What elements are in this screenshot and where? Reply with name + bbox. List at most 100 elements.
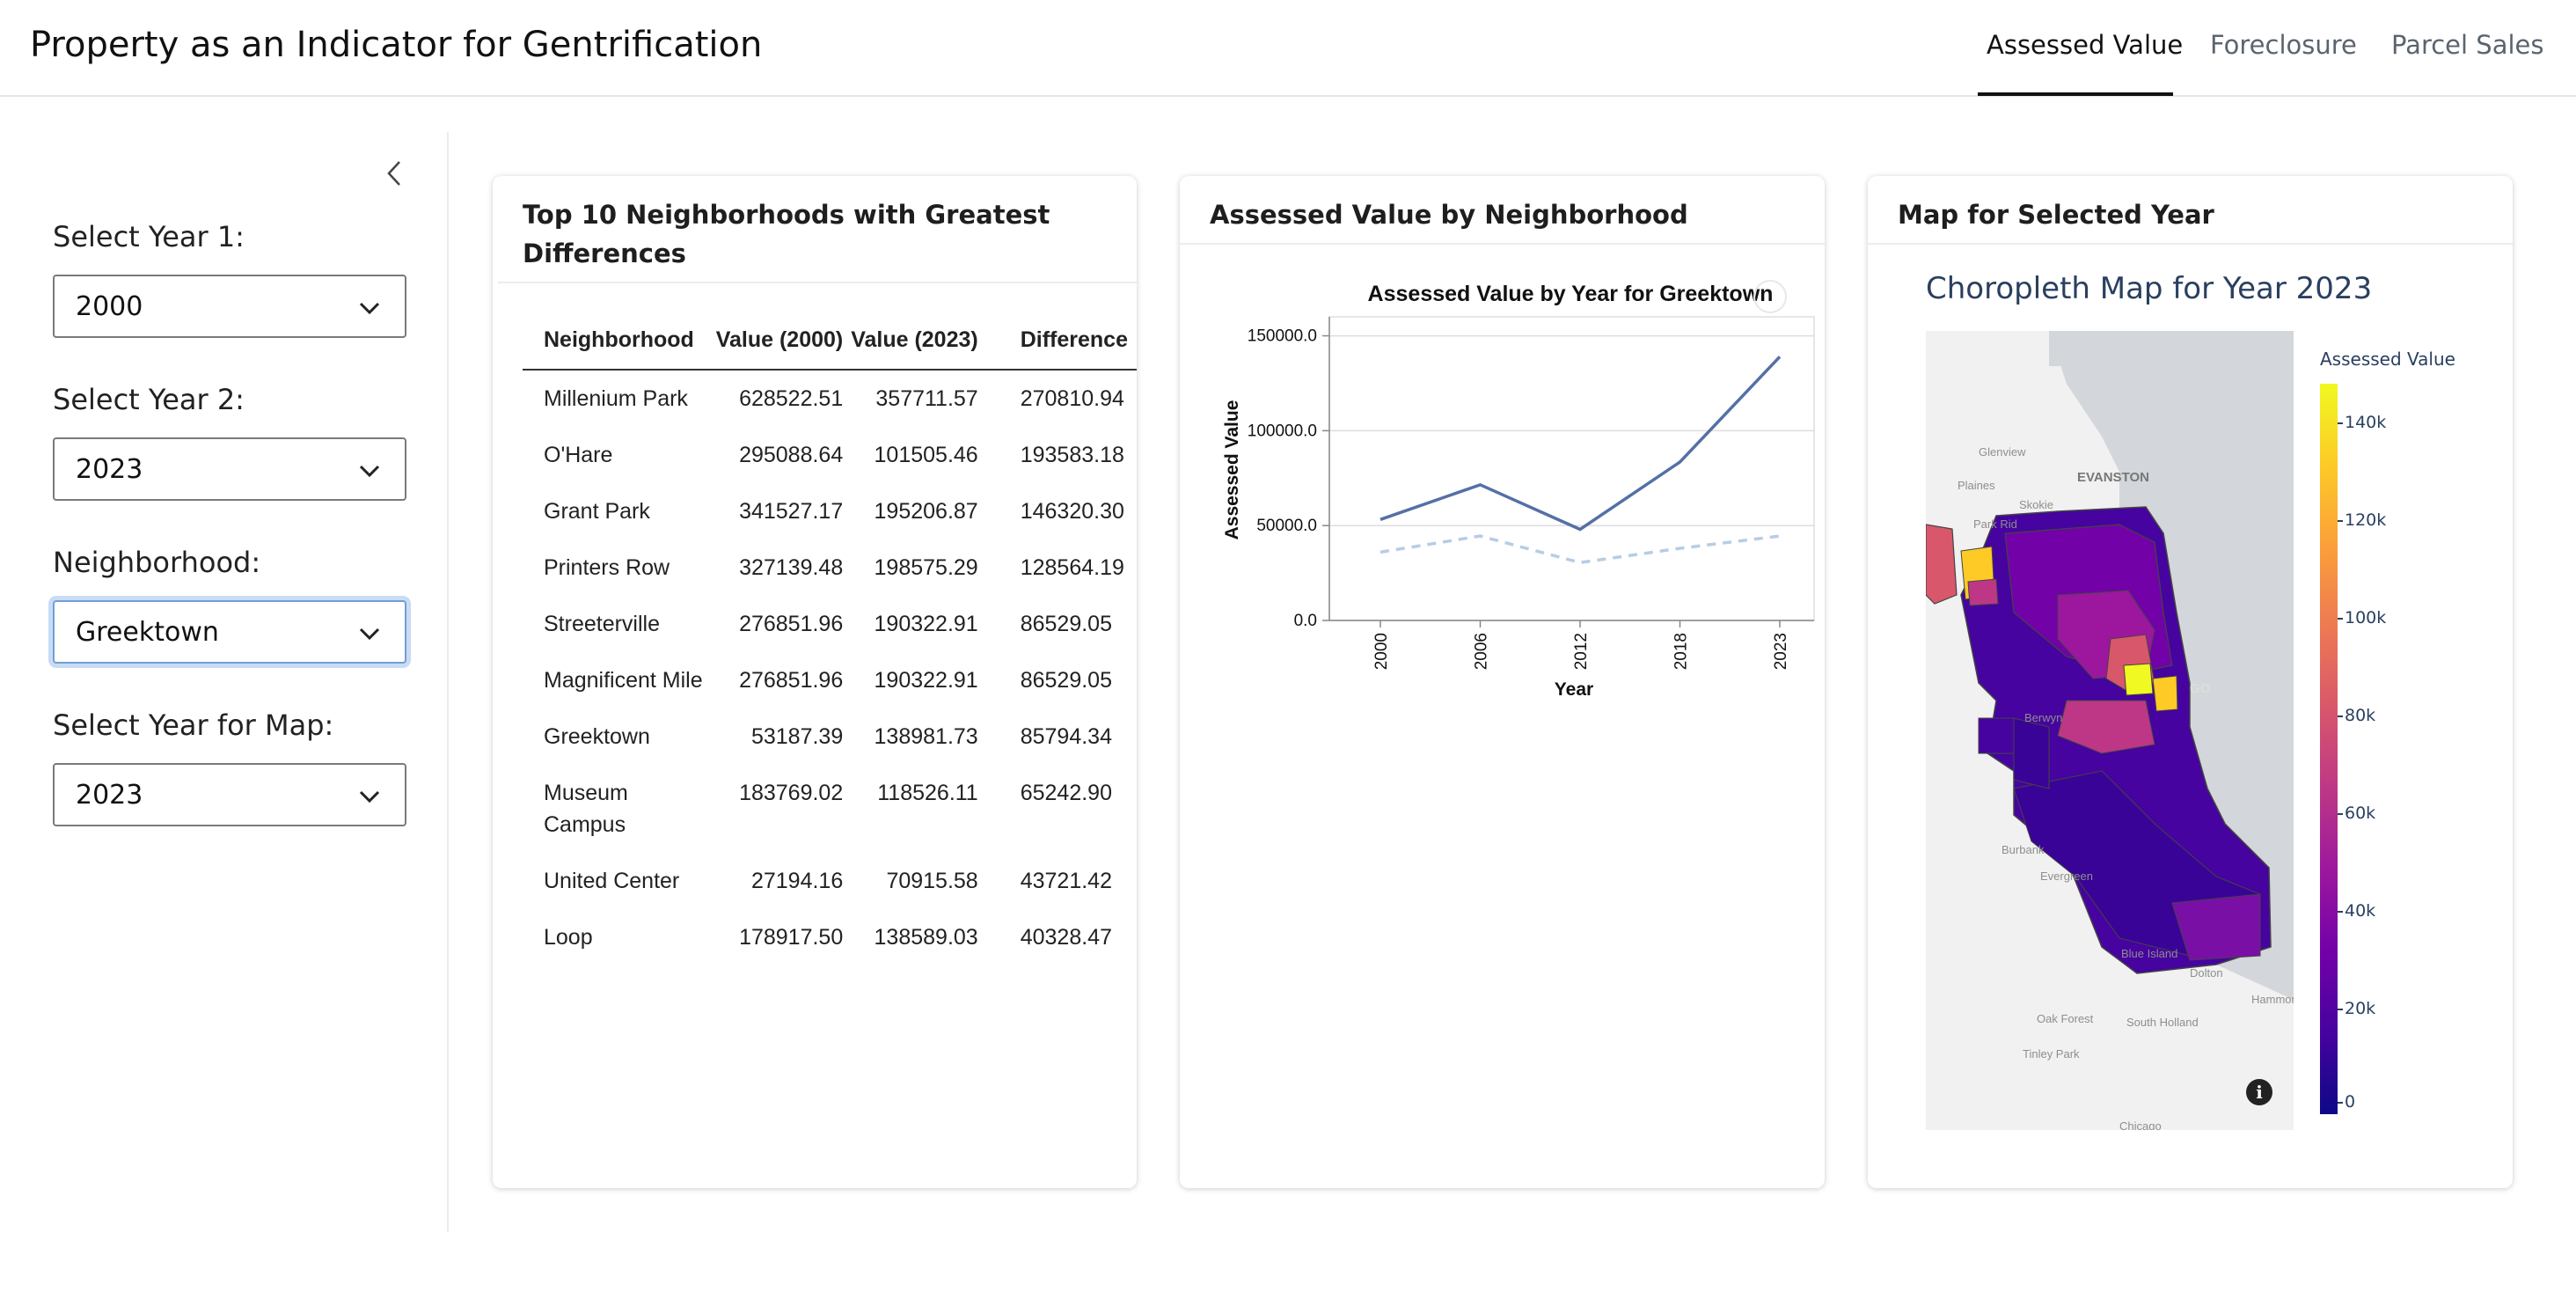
col-header-difference[interactable]: Difference (977, 324, 1137, 371)
chevron-down-icon (359, 790, 380, 804)
year1-select[interactable]: 2000 (53, 275, 406, 338)
colorbar-tick-mark (2338, 422, 2343, 424)
neighborhood-cell: Magnificent Mile (544, 668, 703, 693)
colorbar-tick-mark (2338, 520, 2343, 522)
place-label: Berwyn (2024, 711, 2063, 724)
place-label: Blue Island (2121, 947, 2178, 960)
value2-cell: 195206.87 (874, 499, 978, 524)
value1-cell: 276851.96 (739, 612, 844, 636)
line-chart-card: Assessed Value by Neighborhood 0.0 50000.… (1180, 176, 1825, 1188)
tab-assessed-value[interactable]: Assessed Value (1987, 30, 2184, 60)
colorbar-tick-label: 100k (2345, 608, 2387, 627)
value2-cell: 198575.29 (874, 555, 978, 580)
place-label: South Holland (2126, 1016, 2199, 1029)
tab-parcel-sales[interactable]: Parcel Sales (2391, 30, 2544, 60)
neighborhood-cell: Greektown (544, 724, 650, 749)
card-divider (1180, 243, 1825, 245)
table-row: Streeterville 276851.96 190322.91 86529.05 (523, 596, 1137, 652)
chart-title: Assessed Value by Year for Greektown (1368, 282, 1774, 306)
y-tick-label: 50000.0 (1256, 517, 1317, 535)
difference-cell: 146320.30 (1020, 499, 1124, 524)
top10-card: Top 10 Neighborhoods with Greatest Diffe… (493, 176, 1137, 1188)
difference-cell: 85794.34 (1020, 724, 1112, 749)
value2-cell: 357711.57 (875, 386, 978, 411)
info-icon[interactable]: i (2246, 1079, 2272, 1105)
colorbar-tick-mark (2338, 1009, 2343, 1010)
chevron-down-icon (359, 302, 380, 315)
difference-cell: 40328.47 (1020, 925, 1112, 950)
colorbar-tick-label: 40k (2345, 901, 2376, 921)
value2-cell: 118526.11 (877, 781, 978, 805)
place-label: GO (2190, 681, 2211, 696)
col-header-value2[interactable]: Value (2023) (843, 324, 978, 371)
value1-cell: 327139.48 (739, 555, 844, 580)
difference-cell: 65242.90 (1020, 781, 1112, 805)
colorbar-tick-label: 140k (2345, 413, 2387, 432)
neighborhood-cell: Millenium Park (544, 386, 688, 411)
x-tick-label: 2006 (1473, 633, 1491, 670)
neighborhood-label: Neighborhood: (53, 546, 261, 579)
choropleth-title: Choropleth Map for Year 2023 (1926, 271, 2373, 306)
table-row: Grant Park 341527.17 195206.87 146320.30 (523, 483, 1137, 539)
collapse-sidebar-button[interactable] (380, 158, 410, 188)
value1-cell: 295088.64 (739, 443, 844, 467)
y-tick-label: 100000.0 (1248, 422, 1317, 440)
tab-foreclosure[interactable]: Foreclosure (2210, 30, 2357, 60)
colorbar-tick-mark (2338, 1102, 2343, 1104)
map-card: Map for Selected Year Choropleth Map for… (1868, 176, 2513, 1188)
place-label: Chicago (2119, 1119, 2162, 1130)
choropleth-map[interactable]: Glenview EVANSTON Plaines Skokie Park Ri… (1926, 331, 2294, 1130)
neighborhood-select[interactable]: Greektown (53, 600, 406, 664)
place-label: Glenview (1979, 445, 2026, 459)
colorbar-title: Assessed Value (2320, 349, 2455, 370)
colorbar-tick-label: 20k (2345, 999, 2376, 1018)
colorbar-tick-mark (2338, 813, 2343, 815)
colorbar-tick-label: 80k (2345, 706, 2376, 725)
sidebar (0, 132, 449, 1232)
table-row: United Center 27194.16 70915.58 43721.42 (523, 853, 1137, 909)
year2-select[interactable]: 2023 (53, 437, 406, 501)
y-tick-label: 0.0 (1294, 612, 1317, 630)
table-row: Magnificent Mile 276851.96 190322.91 86529.… (523, 652, 1137, 708)
year2-label: Select Year 2: (53, 383, 245, 416)
map-year-value: 2023 (76, 780, 143, 811)
table-row: Loop 178917.50 138589.03 40328.47 (523, 909, 1137, 965)
value2-cell: 138589.03 (874, 925, 978, 950)
value2-cell: 190322.91 (874, 612, 978, 636)
value1-cell: 341527.17 (739, 499, 844, 524)
colorbar-tick-mark (2338, 716, 2343, 717)
neighborhood-cell: Printers Row (544, 555, 670, 580)
y-axis-label: Assessed Value (1222, 400, 1242, 540)
difference-cell: 43721.42 (1020, 869, 1112, 893)
differences-table: Neighborhood Value (2000) Value (2023) D… (523, 324, 1137, 965)
place-label: Park Rid (1973, 517, 2017, 531)
top10-card-title: Top 10 Neighborhoods with Greatest Diffe… (523, 200, 1050, 268)
x-tick-label: 2018 (1672, 633, 1691, 670)
place-label: Evergreen (2040, 870, 2093, 883)
difference-cell: 270810.94 (1020, 386, 1124, 411)
chevron-down-icon (359, 465, 380, 478)
place-label: Tinley Park (2023, 1047, 2080, 1060)
colorbar-tick-mark (2338, 911, 2343, 913)
year1-label: Select Year 1: (53, 220, 245, 253)
line-card-title: Assessed Value by Neighborhood (1210, 200, 1688, 230)
map-regions (1926, 331, 2294, 1000)
place-label: Plaines (1958, 479, 1995, 492)
map-year-label: Select Year for Map: (53, 708, 334, 742)
col-header-neighborhood[interactable]: Neighborhood (523, 324, 708, 371)
table-row: Greektown 53187.39 138981.73 85794.34 (523, 708, 1137, 765)
colorbar-tick-label: 120k (2345, 510, 2387, 530)
place-label: EVANSTON (2077, 470, 2149, 485)
map-year-select[interactable]: 2023 (53, 763, 406, 826)
card-divider (1868, 243, 2513, 245)
table-row: Museum Campus 183769.02 118526.11 65242.90 (523, 765, 1137, 853)
chevron-left-icon (387, 161, 400, 186)
active-tab-indicator (1978, 92, 2173, 96)
col-header-value1[interactable]: Value (2000) (707, 324, 844, 371)
neighborhood-cell: Loop (544, 925, 593, 950)
value1-cell: 276851.96 (739, 668, 844, 693)
x-axis-label: Year (1555, 679, 1593, 700)
value2-cell: 101505.46 (874, 443, 978, 467)
place-label: Oak Forest (2037, 1012, 2094, 1025)
